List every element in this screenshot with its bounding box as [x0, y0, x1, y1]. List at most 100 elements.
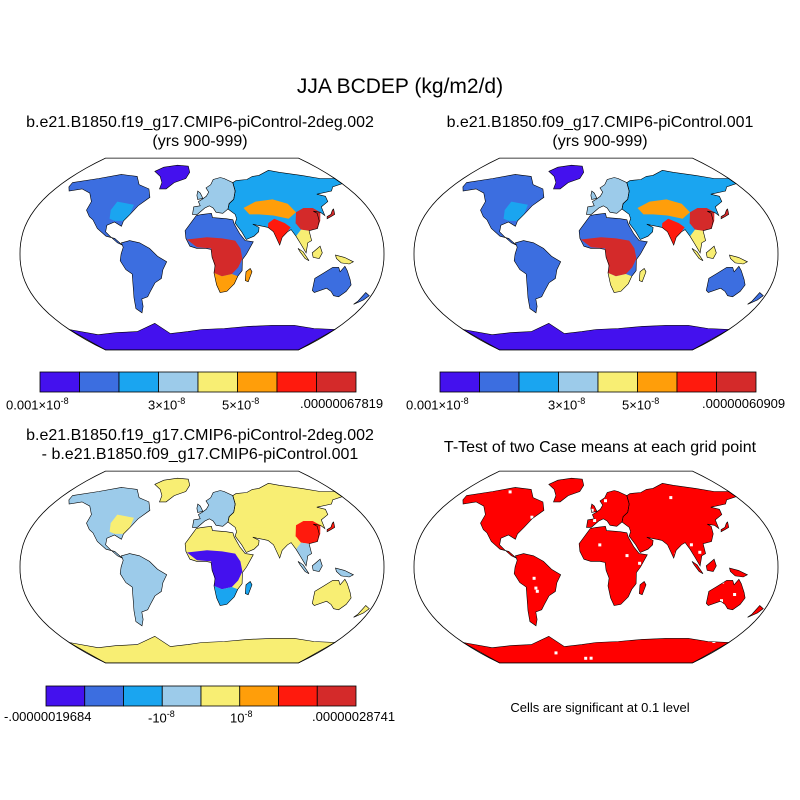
non-significant-cell: [598, 543, 602, 547]
colorbar-box-6: [237, 371, 278, 393]
region-southeast-asia: [296, 229, 312, 253]
non-significant-cell: [550, 614, 554, 618]
coastline-britain: [590, 190, 598, 200]
sig-europe: [586, 490, 630, 528]
coastline-europe: [586, 177, 630, 215]
region-south-asia: [662, 218, 685, 246]
sig-australia: [706, 579, 746, 610]
sig-south-america: [514, 553, 561, 626]
coastline-japan: [326, 208, 336, 220]
non-significant-cell: [554, 651, 558, 655]
region-southern-africa: [639, 268, 646, 282]
coastline-africa: [578, 212, 648, 293]
coastline-borneo: [705, 245, 717, 259]
coastline-borneo: [311, 558, 323, 572]
non-significant-cell: [535, 589, 539, 593]
colorbar-box-8: [716, 371, 757, 393]
coastline-africa: [578, 525, 648, 606]
map-fill-group: [68, 478, 370, 663]
colorbar-box-7: [276, 371, 317, 393]
panel2-tick-5e-8: 5×10-8: [622, 396, 660, 413]
colorbar-box-3: [518, 371, 559, 393]
panel4-map: [413, 470, 779, 664]
coastline-sumatra: [691, 561, 704, 574]
region-north-america: [68, 487, 150, 559]
coastline-africa: [184, 212, 254, 293]
non-significant-cell: [698, 550, 702, 554]
coastline-madagascar: [244, 581, 253, 596]
non-significant-cell: [720, 599, 723, 603]
coastline-new-guinea: [729, 254, 749, 265]
coastline-south-america: [513, 240, 562, 314]
map-border: [413, 157, 779, 351]
region-central-asia: [243, 199, 296, 219]
region-southeast-asia: [312, 246, 323, 259]
coastline-japan: [326, 521, 336, 533]
region-southeast-asia: [335, 255, 354, 264]
non-significant-cell: [733, 593, 737, 596]
region-southeast-asia: [298, 561, 309, 574]
panel1-colorbar-labels: 0.001×10-8 3×10-8 5×10-8 .00000067819: [0, 396, 400, 416]
colorbar-box-8: [316, 685, 357, 707]
non-significant-cell: [593, 519, 597, 522]
coastline-new-zealand: [353, 292, 370, 305]
region-greenland: [154, 478, 190, 502]
coastline-north-america: [68, 487, 151, 559]
panel2-colorbar-labels: 0.001×10-8 3×10-8 5×10-8 .00000060909: [400, 396, 800, 416]
panel1-title-line1: b.e21.B1850.f19_g17.CMIP6-piControl-2deg…: [26, 114, 374, 131]
colorbar-box-1: [45, 685, 86, 707]
non-significant-cell: [599, 521, 603, 524]
panel2-title: b.e21.B1850.f09_g17.CMIP6-piControl.001 …: [400, 113, 800, 151]
colorbar-box-3: [118, 371, 159, 393]
coastline-new-guinea: [729, 567, 749, 578]
panel1-title-line2: (yrs 900-999): [152, 133, 248, 150]
coastline-japan: [720, 208, 730, 220]
coastline-new-zealand: [353, 605, 370, 618]
region-southern-africa: [608, 272, 632, 293]
map-fill-group: [462, 165, 764, 350]
coastline-asia: [227, 482, 343, 567]
coastline-australia: [311, 265, 352, 298]
region-south-asia: [268, 218, 291, 246]
region-australia: [706, 266, 746, 297]
non-significant-cell: [740, 516, 744, 520]
colorbar-box-1: [39, 371, 80, 393]
region-central-africa: [580, 237, 637, 277]
colorbar-box-4: [161, 685, 202, 707]
sig-madagascar: [639, 581, 646, 595]
colorbar-box-8: [316, 371, 357, 393]
coastline-north-america: [68, 174, 151, 246]
panel3-title-line1: b.e21.B1850.f19_g17.CMIP6-piControl-2deg…: [26, 427, 374, 444]
non-significant-cell: [530, 515, 534, 519]
panel3-tick-1e-8: 10-8: [230, 709, 253, 726]
coastline-greenland: [548, 477, 585, 503]
coastline-asia: [621, 482, 737, 567]
colorbar-box-5: [197, 371, 238, 393]
non-significant-cell: [674, 552, 678, 556]
panel4-significance-note: Cells are significant at 0.1 level: [510, 700, 690, 715]
non-significant-cell: [623, 484, 627, 487]
region-southeast-asia: [296, 542, 312, 566]
coastline-antarctica: [69, 322, 336, 351]
region-europe: [192, 490, 236, 528]
colorbar-box-3: [123, 685, 163, 707]
panel4-title: T-Test of two Case means at each grid po…: [443, 439, 757, 456]
colorbar-box-5: [200, 685, 241, 707]
region-central-asia: [637, 199, 690, 219]
coastline-borneo: [705, 558, 717, 572]
non-significant-cell: [625, 554, 629, 558]
panel2-tick-3e-8: 3×10-8: [548, 396, 586, 413]
coastline-south-america: [513, 553, 562, 627]
panel2-map: [413, 157, 779, 351]
region-east-asia: [327, 522, 335, 532]
region-australia: [312, 266, 352, 297]
sig-africa: [579, 526, 648, 606]
region-southern-africa: [214, 272, 238, 293]
sig-north-america: [462, 487, 544, 559]
coastline-britain: [196, 190, 204, 200]
region-east-asia: [295, 208, 321, 231]
coastline-group: [68, 164, 370, 351]
region-east-asia: [721, 209, 729, 219]
coastline-south-america: [119, 240, 168, 314]
region-central-asia: [243, 512, 296, 532]
